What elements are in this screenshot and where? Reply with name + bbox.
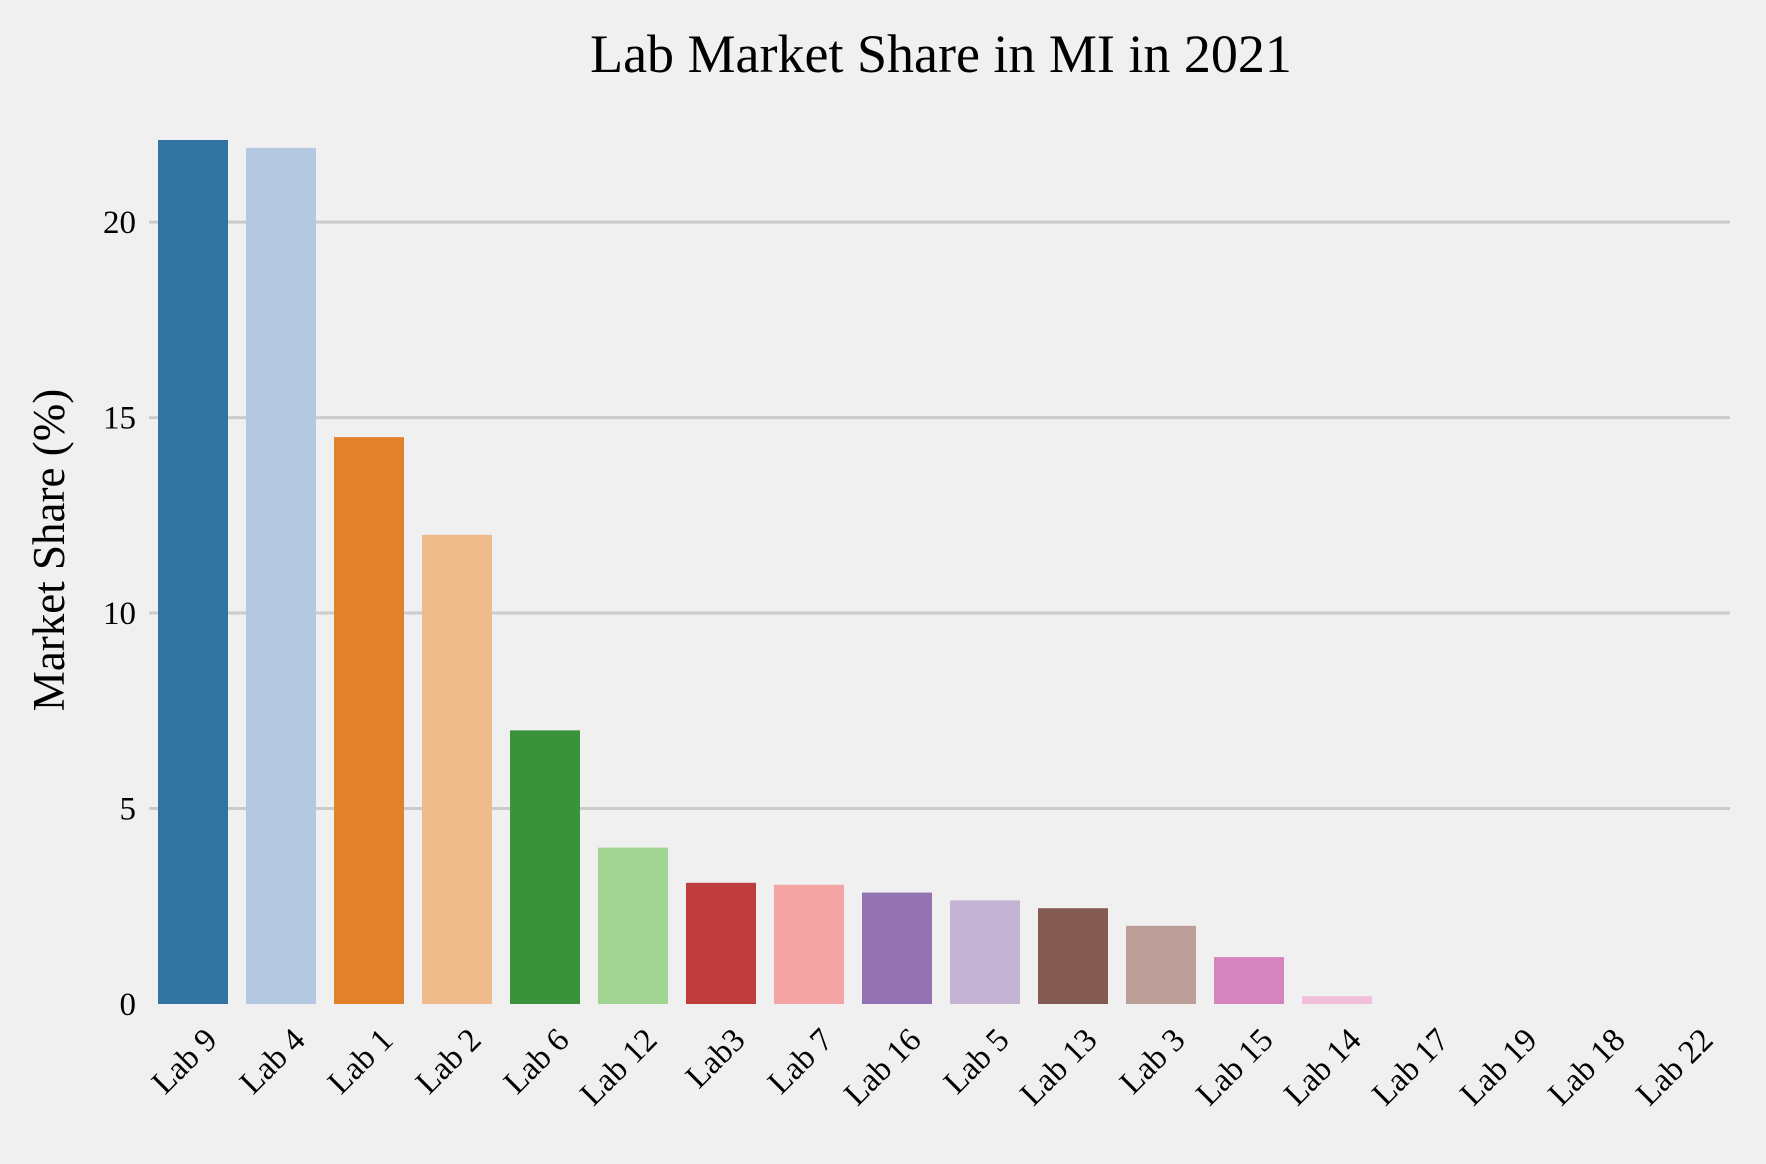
x-tick-label: Lab 3 xyxy=(1113,1022,1192,1101)
x-tick-label: Lab 17 xyxy=(1366,1022,1457,1113)
bar-lab-15 xyxy=(1214,957,1284,1004)
bar-lab-6 xyxy=(510,730,580,1004)
y-axis-ticks: 0 5 10 15 20 xyxy=(103,205,136,1023)
x-tick-label: Lab 19 xyxy=(1454,1022,1545,1113)
bar-lab-4 xyxy=(246,147,316,1005)
y-tick-label: 10 xyxy=(103,596,136,632)
y-tick-label: 5 xyxy=(120,792,137,828)
bar-lab-7 xyxy=(774,884,844,1004)
x-tick-label: Lab 5 xyxy=(937,1022,1016,1101)
y-axis-label: Market Share (%) xyxy=(24,389,74,711)
x-tick-label: Lab 13 xyxy=(1014,1022,1105,1113)
x-tick-label: Lab 16 xyxy=(838,1022,929,1113)
y-tick-label: 20 xyxy=(103,205,136,241)
x-tick-label: Lab 4 xyxy=(233,1022,312,1101)
x-tick-label: Lab 9 xyxy=(145,1022,224,1101)
grid-lines xyxy=(149,220,1730,811)
bar-lab-5 xyxy=(950,900,1020,1004)
bar-lab-12 xyxy=(598,847,668,1004)
y-tick-label: 0 xyxy=(120,987,137,1023)
x-tick-label: Lab 15 xyxy=(1190,1022,1281,1113)
bar-lab3 xyxy=(686,882,756,1004)
y-tick-label: 15 xyxy=(103,401,136,437)
x-tick-label: Lab 1 xyxy=(321,1022,400,1101)
bar-lab-2 xyxy=(422,534,492,1004)
bar-lab-16 xyxy=(862,892,932,1004)
bar-lab-3 xyxy=(1126,925,1196,1004)
bars xyxy=(158,140,1372,1005)
x-tick-label: Lab 22 xyxy=(1630,1022,1721,1113)
bar-lab-9 xyxy=(158,140,228,1004)
x-tick-label: Lab 7 xyxy=(761,1022,840,1101)
chart-title: Lab Market Share in MI in 2021 xyxy=(590,24,1292,84)
x-tick-label: Lab 12 xyxy=(574,1022,665,1113)
x-tick-label: Lab 6 xyxy=(497,1022,576,1101)
bar-lab-14 xyxy=(1302,996,1372,1004)
x-tick-label: Lab 2 xyxy=(409,1022,488,1101)
x-tick-label: Lab3 xyxy=(679,1022,752,1095)
x-tick-label: Lab 18 xyxy=(1542,1022,1633,1113)
bar-lab-1 xyxy=(334,437,404,1004)
x-tick-label: Lab 14 xyxy=(1278,1022,1369,1113)
bar-lab-13 xyxy=(1038,908,1108,1004)
